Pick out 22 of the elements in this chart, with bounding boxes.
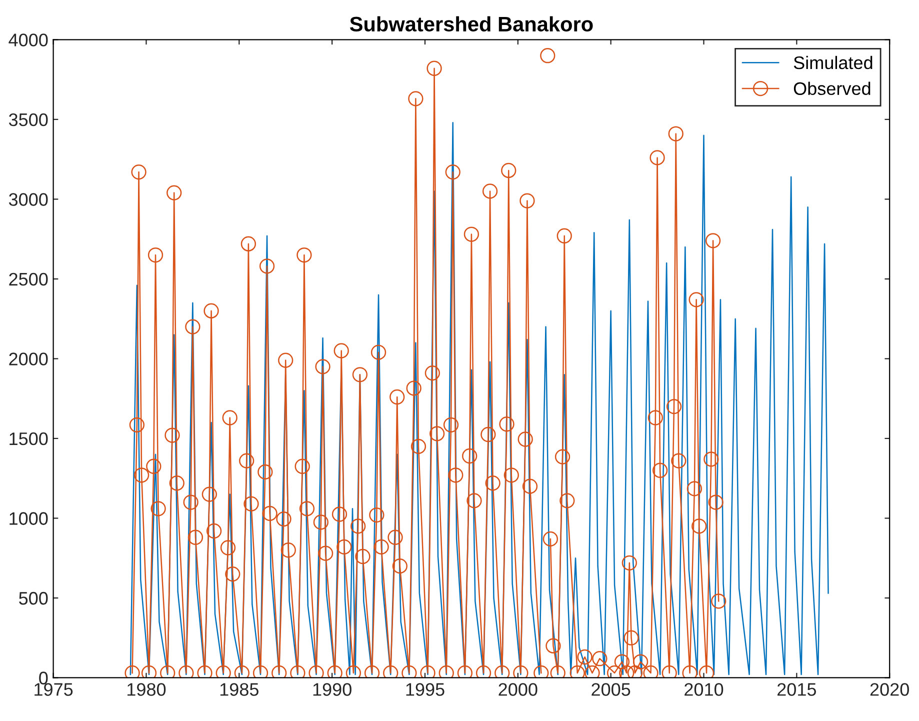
y-tick-label: 3500: [8, 113, 48, 126]
x-tick-label: 2015: [778, 683, 816, 696]
legend-label: Observed: [794, 82, 870, 96]
x-tick-label: 1990: [313, 683, 352, 696]
x-tick-label: 1975: [34, 683, 73, 696]
y-tick-label: 2000: [9, 352, 48, 366]
x-tick-label: 1985: [220, 683, 258, 696]
x-tick-label: 2005: [592, 683, 630, 696]
y-tick-label: 4000: [8, 34, 48, 46]
y-tick-label: 0: [39, 672, 48, 684]
y-tick-label: 2500: [9, 272, 48, 286]
x-tick-label: 2000: [498, 683, 538, 696]
y-tick-label: 500: [19, 592, 48, 605]
y-tick-label: 3000: [8, 193, 48, 206]
x-tick-label: 2010: [684, 683, 724, 696]
legend-label: Simulated: [794, 56, 872, 70]
chart-title: Subwatershed Banakoro: [350, 16, 593, 32]
x-tick-label: 2020: [870, 683, 909, 696]
y-tick-label: 1500: [10, 432, 48, 446]
y-tick-label: 1000: [10, 512, 48, 525]
x-tick-label: 1995: [406, 683, 444, 696]
x-tick-label: 1980: [128, 683, 166, 696]
